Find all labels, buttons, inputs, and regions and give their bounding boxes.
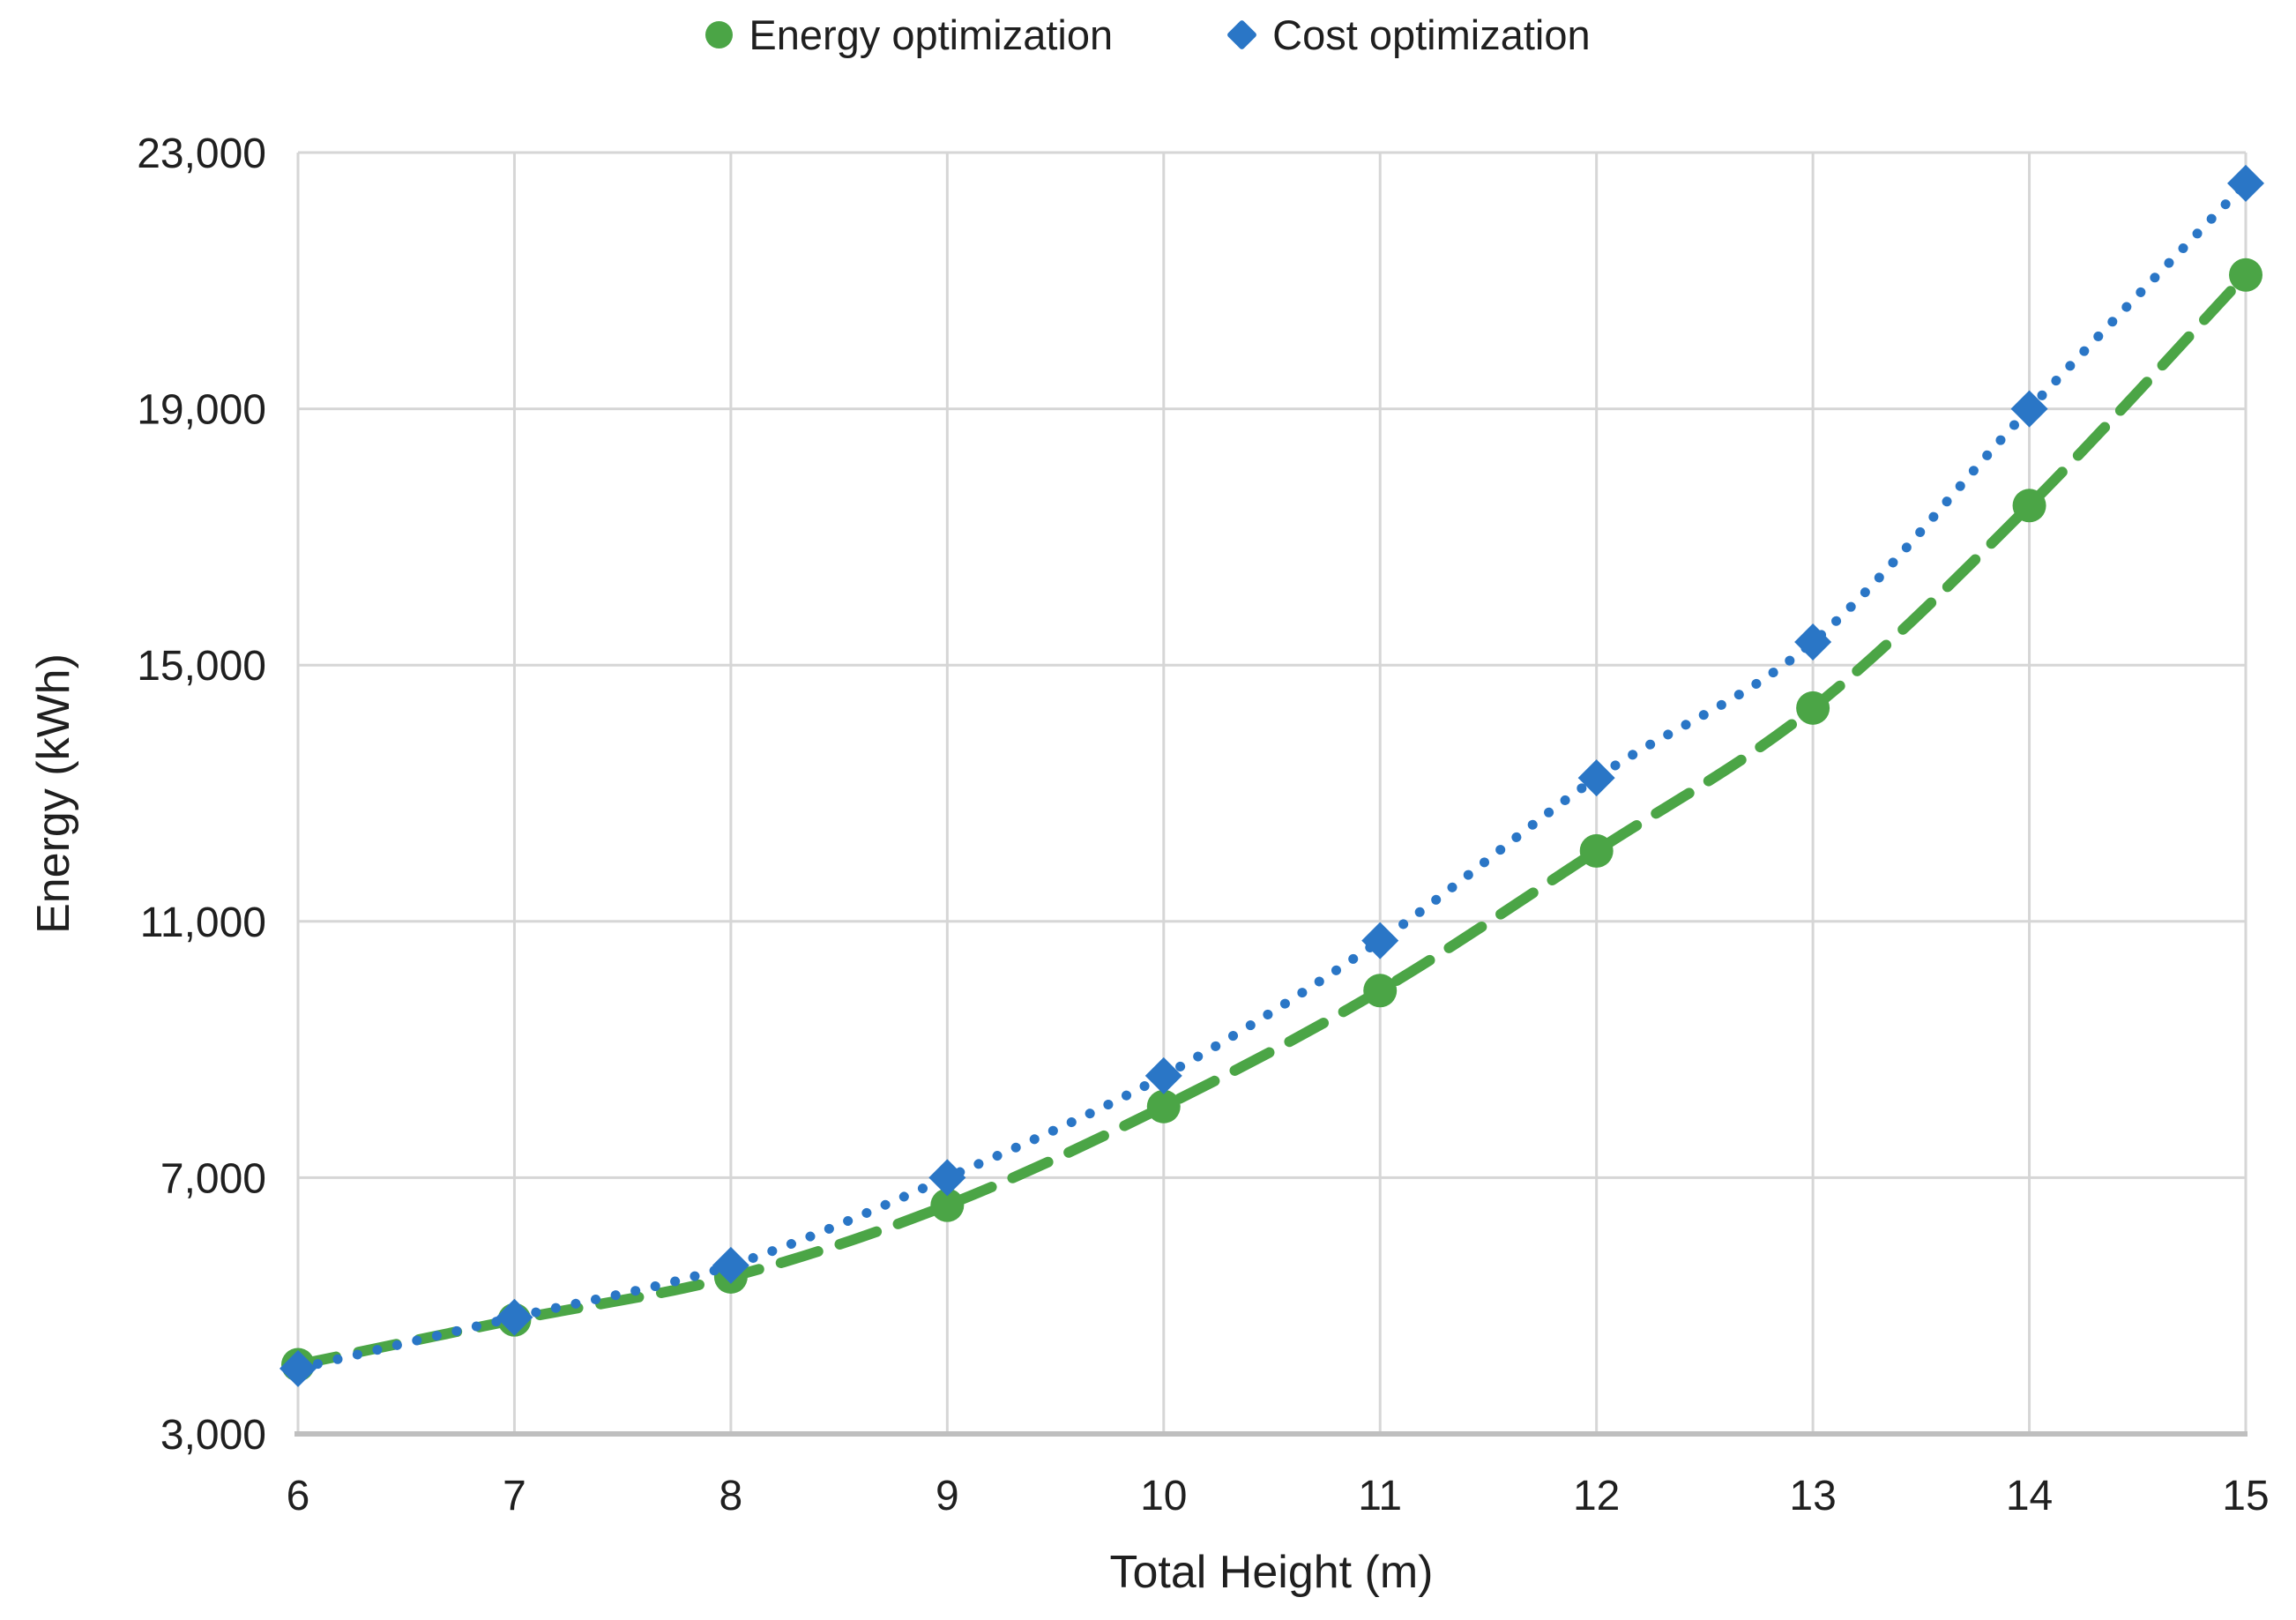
x-tick-label: 7	[503, 1473, 526, 1519]
y-tick-label: 19,000	[137, 387, 266, 434]
data-point-diamond	[1794, 623, 1832, 661]
data-point-circle	[1579, 833, 1614, 868]
y-axis-title: Energy (kWh)	[28, 653, 79, 934]
data-point-circle	[2012, 489, 2046, 523]
data-point-diamond	[2010, 390, 2048, 428]
series-layer	[280, 164, 2264, 1387]
x-tick-label: 11	[1358, 1473, 1402, 1519]
data-point-circle	[1363, 974, 1398, 1008]
x-tick-label: 10	[1140, 1473, 1187, 1519]
data-point-diamond	[712, 1246, 749, 1284]
data-point-diamond	[496, 1298, 533, 1336]
y-tick-label: 11,000	[140, 900, 266, 946]
y-tick-label: 15,000	[137, 643, 266, 690]
data-point-diamond	[928, 1159, 966, 1197]
data-point-circle	[1146, 1089, 1181, 1124]
x-tick-label: 13	[1789, 1473, 1836, 1519]
data-point-diamond	[1577, 759, 1615, 797]
x-tick-label: 6	[287, 1473, 310, 1519]
x-tick-label: 15	[2222, 1473, 2269, 1519]
series-line-diamond	[293, 178, 2251, 1374]
y-tick-label: 7,000	[160, 1155, 266, 1202]
legend-diamond-marker-icon	[1226, 19, 1258, 51]
data-point-circle	[930, 1188, 965, 1222]
legend-label: Energy optimization	[749, 11, 1114, 58]
series-line-circle	[293, 269, 2251, 1370]
gridlines	[294, 151, 2248, 1437]
data-point-diamond	[1361, 922, 1399, 959]
data-point-circle	[2229, 258, 2262, 292]
x-tick-label: 14	[2006, 1473, 2053, 1519]
x-tick-label: 8	[719, 1473, 743, 1519]
y-tick-label: 3,000	[160, 1412, 266, 1459]
y-tick-label: 23,000	[137, 131, 266, 177]
tick-labels: 6 7 8 9 10 11 12 13 14 15 3,000 7,000 11,000 15,000 19…	[137, 131, 2270, 1519]
data-point-diamond	[1144, 1056, 1182, 1094]
x-tick-label: 9	[936, 1473, 959, 1519]
legend-circle-marker-icon	[705, 21, 734, 49]
data-point-diamond	[280, 1349, 317, 1387]
legend-label: Cost optimization	[1272, 11, 1591, 58]
data-point-diamond	[2227, 164, 2264, 202]
data-point-circle	[1796, 691, 1830, 725]
x-axis-title: Total Height (m)	[1110, 1547, 1434, 1598]
chart-legend: Energy optimization Cost optimization	[0, 14, 2296, 56]
legend-item-energy-optimization: Energy optimization	[705, 14, 1113, 56]
legend-item-cost-optimization: Cost optimization	[1226, 11, 1591, 58]
x-tick-label: 12	[1573, 1473, 1620, 1519]
